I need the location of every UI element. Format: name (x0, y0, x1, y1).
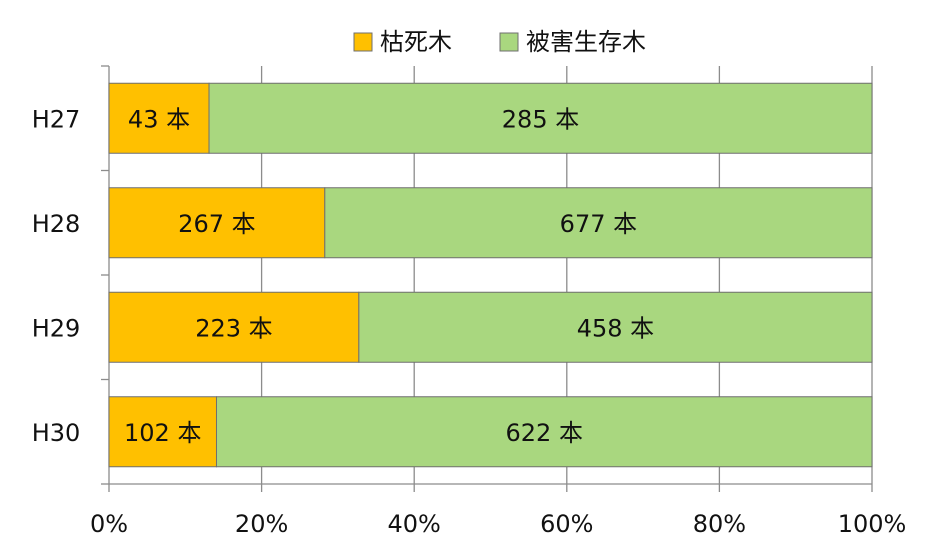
legend-label: 被害生存木 (526, 28, 646, 56)
x-tick-label: 60% (540, 510, 593, 538)
category-label: H30 (32, 419, 81, 447)
bar-data-label: 267 本 (178, 210, 255, 238)
bar-segment (208, 82, 873, 154)
bar-data-label: 677 本 (560, 210, 637, 238)
bar-segment (358, 291, 873, 363)
bar-data-label: 622 本 (506, 419, 583, 447)
bar-segment (108, 187, 326, 259)
category-label: H27 (32, 105, 81, 133)
x-tick-label: 80% (693, 510, 746, 538)
bar-data-label: 223 本 (195, 314, 272, 342)
bar-data-label: 43 本 (128, 105, 190, 133)
x-tick-label: 0% (90, 510, 128, 538)
x-tick-label: 20% (235, 510, 288, 538)
bar-segment (324, 187, 873, 259)
bar-data-label: 102 本 (124, 419, 201, 447)
x-tick-label: 100% (838, 510, 907, 538)
bars: 43 本 285 本 267 本 677 本 223 本 458 本 102 本 622 本 (108, 82, 873, 468)
category-label: H29 (32, 314, 81, 342)
category-label: H28 (32, 210, 81, 238)
bar-data-label: 285 本 (502, 105, 579, 133)
x-tick-labels: 0% 20% 40% 60% 80% 100% (90, 510, 906, 538)
category-labels: H27 H28 H29 H30 (32, 105, 81, 447)
bar-data-label: 458 本 (577, 314, 654, 342)
bar-segment (215, 396, 873, 468)
legend-swatch (353, 32, 373, 52)
bar-segment (108, 396, 217, 468)
legend-label: 枯死木 (380, 28, 452, 56)
bar-segment (108, 82, 210, 154)
legend-swatch (499, 32, 519, 52)
x-tick-label: 40% (388, 510, 441, 538)
legend: 枯死木 被害生存木 (353, 28, 646, 56)
